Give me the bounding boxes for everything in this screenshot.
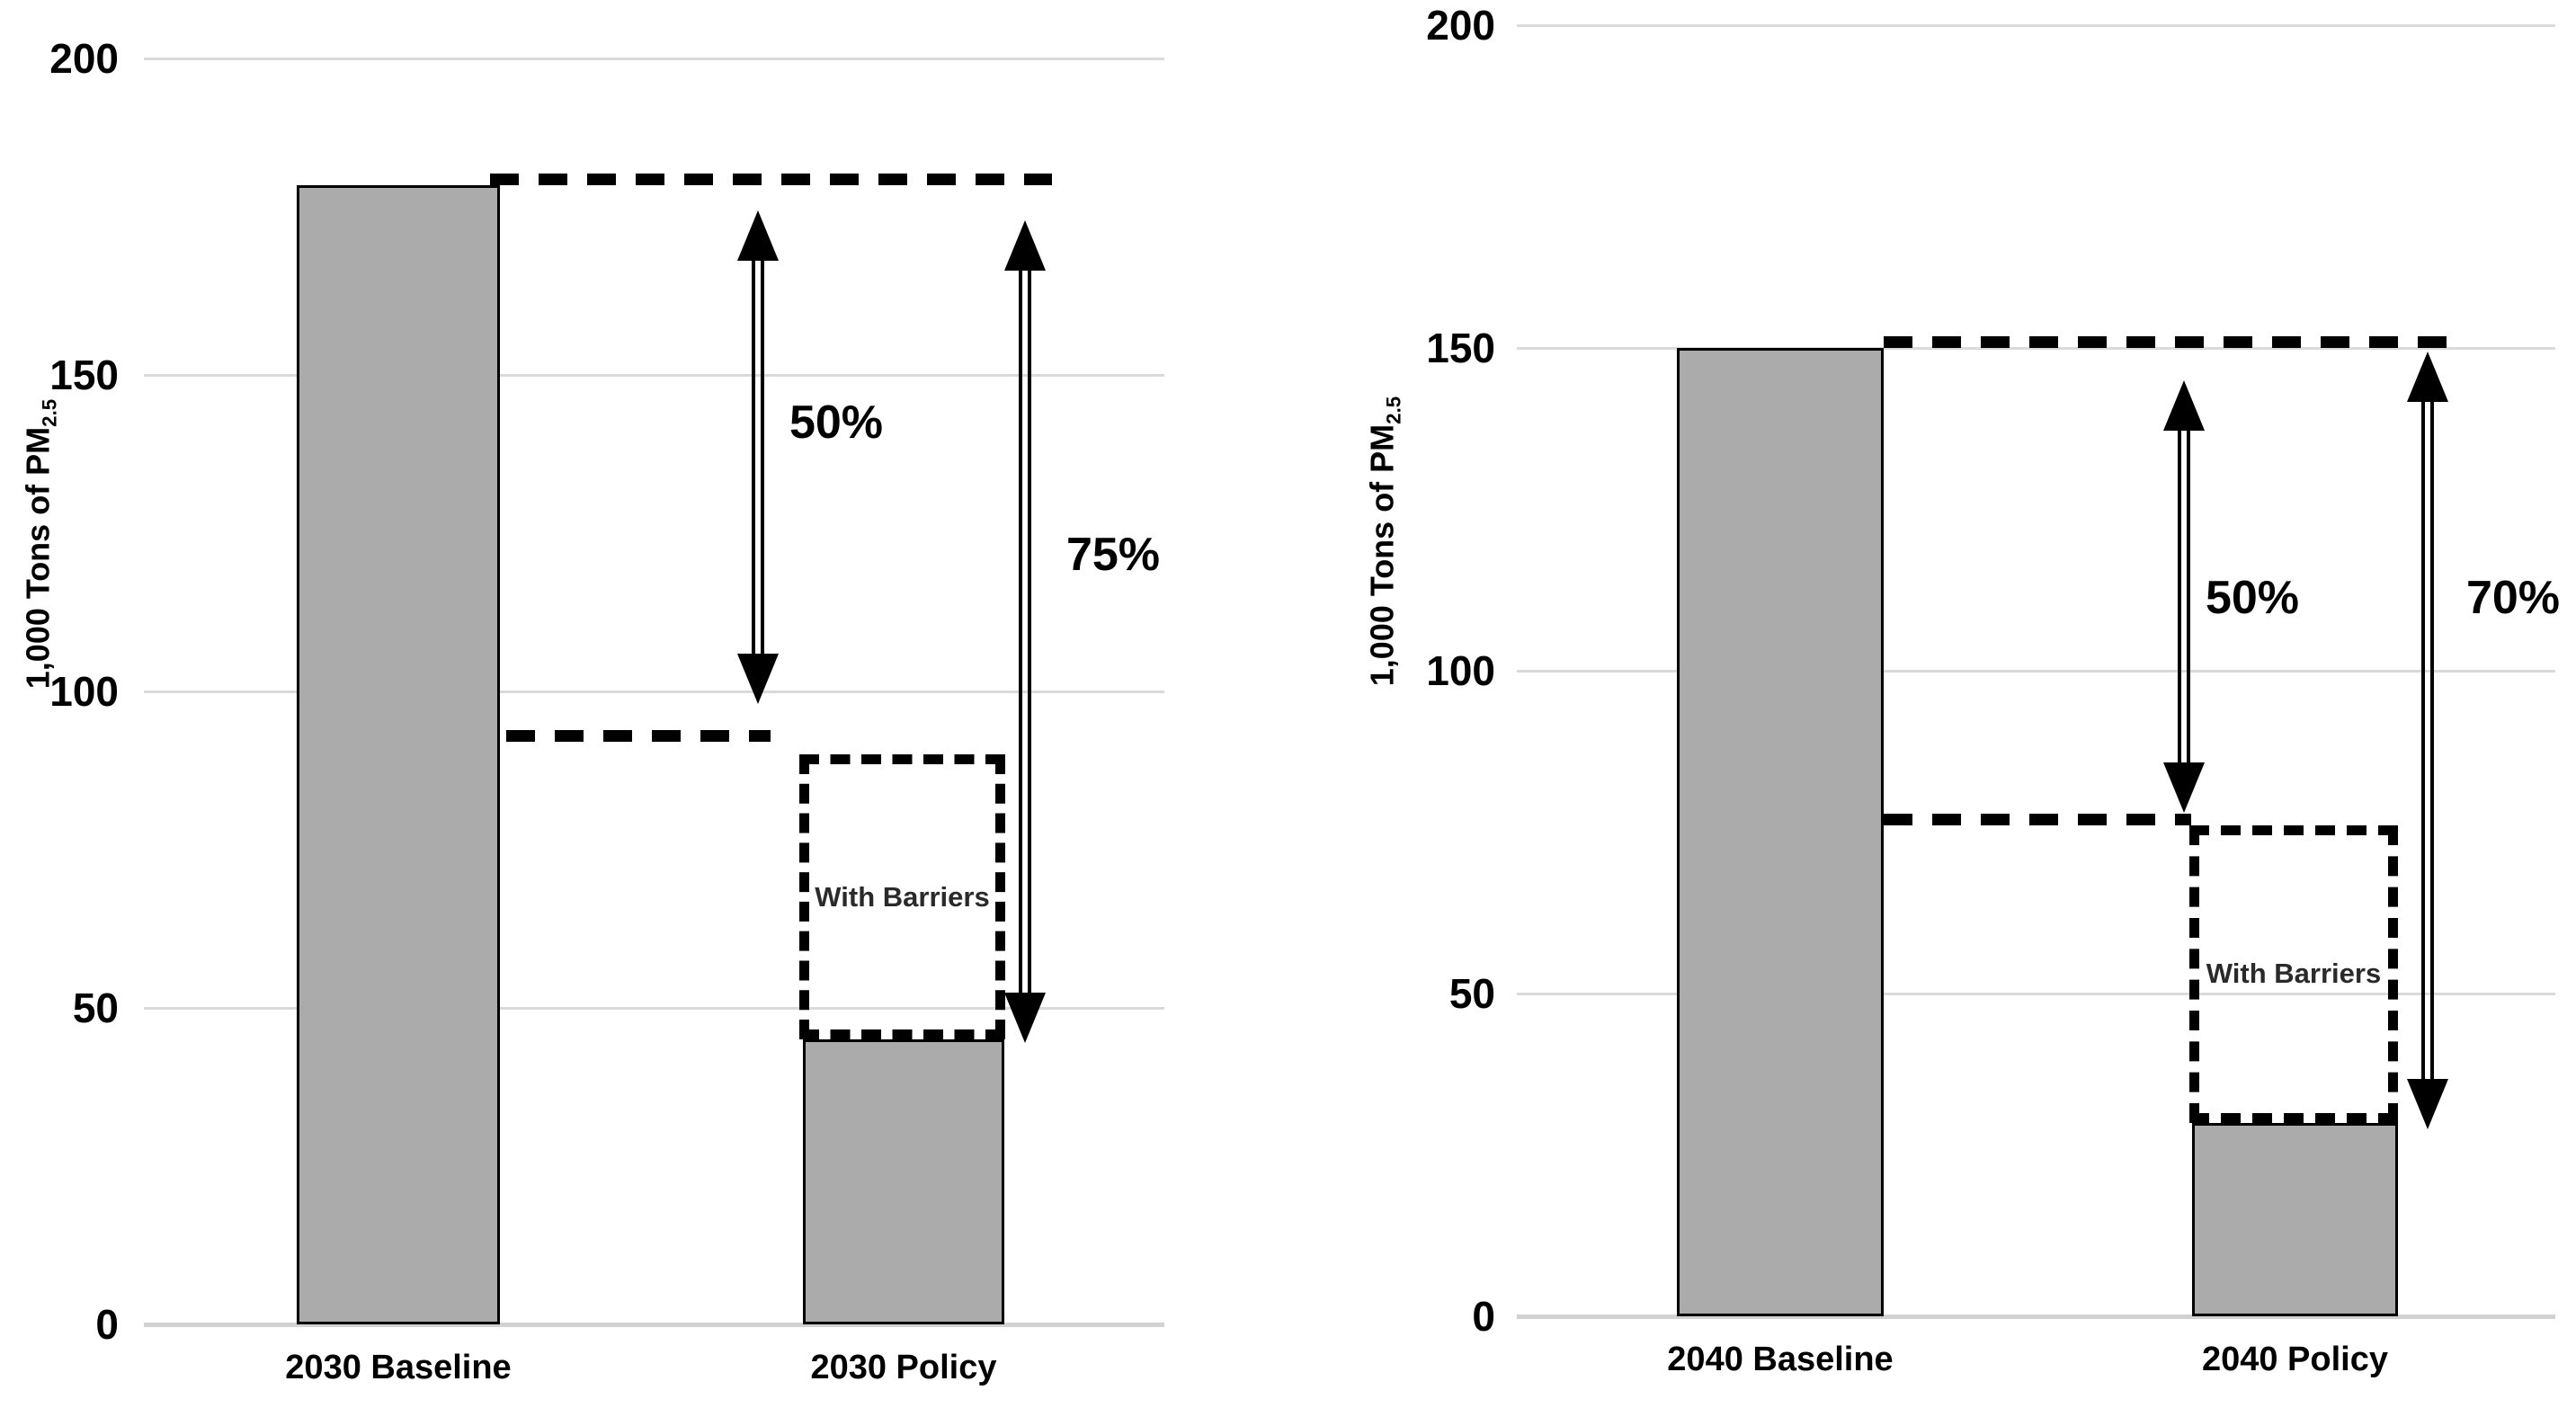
reduction-label-fifty: 50% [789,397,884,449]
reduction-arrow-policy [2407,351,2448,1129]
with-barriers-label: With Barriers [2206,958,2382,990]
y-tick-label: 100 [49,668,119,715]
y-tick-label: 0 [1472,1293,1495,1340]
x-category-label: 2030 Policy [810,1349,997,1386]
gridline [144,1007,1164,1010]
baseline-level-dashed-line [490,173,1052,185]
bar-2040-policy [2192,1122,2398,1316]
arrowhead-up-icon [2407,351,2448,402]
half-level-dashed-line [506,730,771,743]
reduction-arrow-fifty [737,209,779,705]
y-tick-label: 200 [49,35,119,82]
y-tick-label: 0 [95,1301,119,1348]
gridline [1517,24,2555,27]
gridline [1517,347,2555,350]
with-barriers-box: With Barriers [799,754,1005,1040]
y-axis-title: 1,000 Tons of PM2.5 [1363,397,1405,686]
y-tick-label: 100 [1426,647,1495,694]
arrowhead-down-icon [737,654,779,705]
half-level-dashed-line [1884,814,2191,826]
y-tick-label: 150 [1426,325,1495,371]
arrowhead-up-icon [1004,219,1046,271]
arrow-shaft [2421,394,2434,1086]
reduction-label-policy: 70% [2465,572,2561,624]
y-axis-title-subscript: 2.5 [38,398,61,427]
baseline-level-dashed-line [1884,335,2453,348]
y-axis-title-text: 1,000 Tons of PM [19,426,57,690]
gridline [144,374,1164,377]
arrowhead-up-icon [2163,379,2205,431]
zero-axis-line [1517,1314,2555,1319]
arrow-shaft [752,253,764,662]
arrow-shaft [2178,423,2190,770]
y-axis-title-subscript: 2.5 [1382,396,1405,424]
bar-2030-policy [803,1039,1004,1324]
reduction-arrow-fifty [2163,379,2205,813]
bar-2030-baseline [297,184,500,1324]
reduction-label-fifty: 50% [2205,572,2300,624]
x-category-label: 2030 Baseline [285,1349,512,1386]
arrowhead-down-icon [1004,992,1046,1043]
gridline [144,691,1164,693]
with-barriers-box: With Barriers [2189,825,2398,1123]
zero-axis-line [144,1323,1164,1327]
y-tick-label: 50 [1448,970,1495,1017]
y-tick-label: 150 [49,352,119,398]
reduction-arrow-policy [1004,219,1046,1043]
x-category-label: 2040 Baseline [1667,1341,1894,1378]
arrow-shaft [1019,263,1031,1000]
reduction-label-policy: 75% [1065,529,1161,581]
y-axis-title-text: 1,000 Tons of PM [1363,423,1401,687]
gridline [144,58,1164,60]
y-tick-label: 200 [1426,2,1495,49]
bar-2040-baseline [1677,348,1884,1316]
gridline [1517,670,2555,673]
y-tick-label: 50 [72,985,119,1031]
y-axis-title: 1,000 Tons of PM2.5 [19,399,61,689]
with-barriers-label: With Barriers [815,880,990,913]
arrowhead-down-icon [2163,762,2205,813]
arrowhead-down-icon [2407,1078,2448,1129]
arrowhead-up-icon [737,209,779,261]
x-category-label: 2040 Policy [2201,1341,2389,1378]
gridline [1517,993,2555,995]
